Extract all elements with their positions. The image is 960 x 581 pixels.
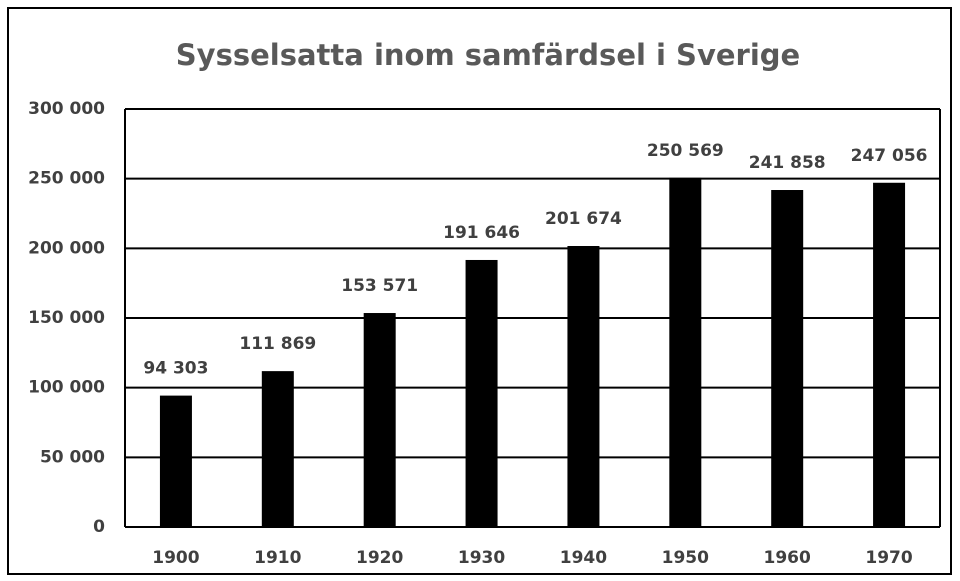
x-tick-label: 1900 [152, 548, 199, 568]
data-label: 250 569 [647, 141, 724, 161]
bar [873, 182, 906, 527]
bar [363, 313, 396, 527]
y-tick-label: 0 [93, 517, 105, 537]
data-label: 94 303 [143, 359, 208, 379]
x-tick-label: 1940 [560, 548, 607, 568]
x-tick-label: 1950 [662, 548, 709, 568]
bar [261, 371, 294, 527]
x-tick-label: 1930 [458, 548, 505, 568]
y-tick-label: 50 000 [40, 447, 105, 467]
x-tick-label: 1920 [356, 548, 403, 568]
chart-title: Sysselsatta inom samfärdsel i Sverige [176, 38, 800, 72]
y-tick-label: 300 000 [28, 99, 105, 119]
bar [465, 259, 498, 527]
data-label: 247 056 [851, 146, 928, 166]
data-label: 191 646 [443, 223, 520, 243]
y-tick-label: 200 000 [28, 238, 105, 258]
data-label: 111 869 [239, 334, 316, 354]
bar [771, 190, 804, 528]
y-tick-label: 250 000 [28, 169, 105, 189]
bar [669, 177, 702, 528]
bar [159, 395, 192, 527]
data-label: 241 858 [749, 153, 826, 173]
x-tick-label: 1970 [865, 548, 912, 568]
x-tick-label: 1910 [254, 548, 301, 568]
y-tick-label: 100 000 [28, 378, 105, 398]
data-label: 201 674 [545, 209, 622, 229]
y-tick-label: 150 000 [28, 308, 105, 328]
bar [567, 246, 600, 527]
x-tick-label: 1960 [764, 548, 811, 568]
data-label: 153 571 [341, 276, 418, 296]
